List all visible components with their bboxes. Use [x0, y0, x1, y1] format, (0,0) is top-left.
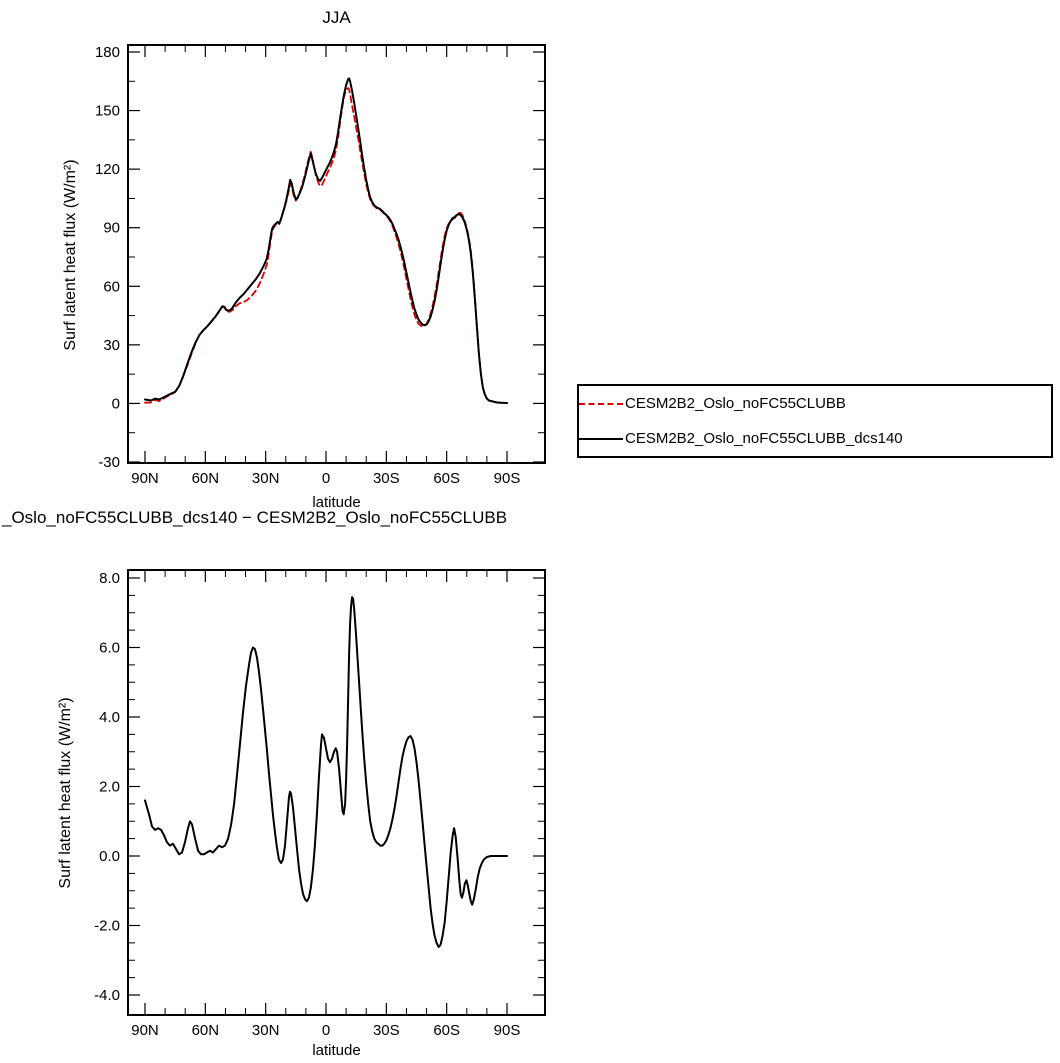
- x-tick-label: 90S: [494, 470, 521, 487]
- legend-item: CESM2B2_Oslo_noFC55CLUBB: [579, 386, 1051, 421]
- y-tick-label: 0: [112, 395, 120, 412]
- plot-frame: [127, 569, 546, 1016]
- x-tick-label: 30S: [373, 1022, 400, 1039]
- bottom-chart-title: _Oslo_noFC55CLUBB_dcs140 − CESM2B2_Oslo_…: [2, 508, 508, 527]
- x-tick-label: 30N: [252, 470, 280, 487]
- legend-label: CESM2B2_Oslo_noFC55CLUBB: [625, 395, 846, 412]
- x-tick-label: 30S: [373, 470, 400, 487]
- plot-frame: [127, 44, 546, 464]
- x-tick-label: 60N: [192, 1022, 220, 1039]
- y-tick-label: 4.0: [99, 709, 120, 726]
- y-tick-label: -4.0: [94, 987, 120, 1004]
- series-line-dashed: [144, 87, 508, 404]
- top-chart-title: JJA: [322, 8, 351, 27]
- x-tick-label: 60S: [433, 1022, 460, 1039]
- y-tick-label: 8.0: [99, 570, 120, 587]
- legend: CESM2B2_Oslo_noFC55CLUBB CESM2B2_Oslo_no…: [577, 384, 1053, 458]
- solid-black-line-sample-icon: [579, 437, 623, 440]
- y-tick-label: 180: [95, 44, 120, 61]
- x-tick-label: 90N: [131, 1022, 159, 1039]
- y-tick-label: 6.0: [99, 640, 120, 657]
- legend-label: CESM2B2_Oslo_noFC55CLUBB_dcs140: [625, 430, 903, 447]
- series-line-solid: [144, 596, 508, 948]
- y-tick-label: 120: [95, 161, 120, 178]
- y-tick-label: 30: [103, 337, 120, 354]
- y-tick-label: 90: [103, 220, 120, 237]
- series-line-solid: [144, 77, 508, 404]
- top-y-axis-label: Surf latent heat flux (W/m²): [62, 159, 79, 351]
- top-x-axis-label: latitude: [312, 494, 361, 511]
- bottom-y-axis-label: Surf latent heat flux (W/m²): [57, 697, 74, 889]
- y-tick-label: -30: [98, 454, 120, 471]
- x-tick-label: 30N: [252, 1022, 280, 1039]
- y-tick-label: 60: [103, 278, 120, 295]
- x-tick-label: 90S: [494, 1022, 521, 1039]
- bottom-x-axis-label: latitude: [312, 1042, 361, 1059]
- legend-item: CESM2B2_Oslo_noFC55CLUBB_dcs140: [579, 421, 1051, 456]
- y-tick-label: 150: [95, 103, 120, 120]
- x-tick-label: 0: [322, 1022, 330, 1039]
- x-tick-label: 60S: [433, 470, 460, 487]
- x-tick-label: 90N: [131, 470, 159, 487]
- y-tick-label: 2.0: [99, 779, 120, 796]
- x-tick-label: 60N: [192, 470, 220, 487]
- dashed-red-line-sample-icon: [579, 402, 623, 405]
- y-tick-label: 0.0: [99, 848, 120, 865]
- x-tick-label: 0: [322, 470, 330, 487]
- y-tick-label: -2.0: [94, 918, 120, 935]
